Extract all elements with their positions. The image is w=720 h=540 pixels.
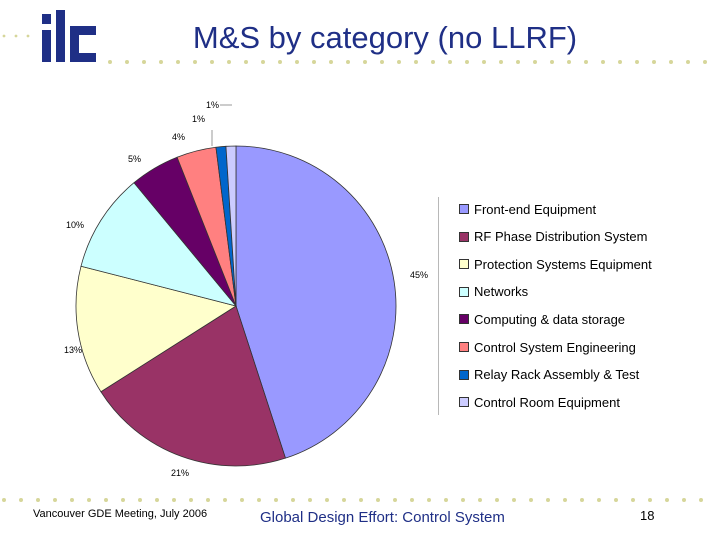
pie-slice-2 — [100, 305, 286, 467]
page-number: 18 — [640, 508, 655, 523]
legend-swatch — [459, 397, 469, 408]
pie-label-5: 5% — [128, 154, 141, 164]
legend-item: Computing & data storage — [459, 309, 625, 329]
legend-item: Relay Rack Assembly & Test — [459, 365, 639, 385]
pie-label-2: 21% — [171, 468, 189, 478]
legend-swatch — [459, 342, 469, 352]
pie-chart: 45% 21% 13% 10% 5% 4% 1%1% — [64, 100, 428, 478]
legend-swatch — [459, 369, 469, 380]
legend-swatch — [459, 231, 469, 242]
pie-label-1: 45% — [410, 270, 428, 280]
legend-item: Protection Systems Equipment — [459, 254, 652, 274]
legend-item: Front-end Equipment — [459, 199, 596, 219]
legend-swatch — [459, 204, 469, 214]
pie-slice-3 — [75, 265, 237, 393]
slide-title: M&S by category (no LLRF) — [192, 20, 578, 55]
pie-slice-4 — [80, 182, 238, 307]
pie-slice-8 — [225, 145, 237, 307]
legend-swatch — [459, 259, 469, 270]
legend-swatch — [459, 286, 469, 297]
legend-label: Control System Engineering — [474, 339, 636, 355]
legend-item: Control Room Equipment — [459, 392, 620, 412]
legend-label: Protection Systems Equipment — [474, 256, 652, 272]
pie-label-6: 4% — [172, 132, 185, 142]
pie-label-4: 10% — [66, 220, 84, 230]
legend-label: Control Room Equipment — [474, 394, 620, 410]
pie-slice-1 — [235, 145, 397, 459]
legend-label: Computing & data storage — [474, 311, 626, 327]
legend-item: Control System Engineering — [459, 337, 636, 357]
legend-label: Front-end Equipment — [474, 201, 597, 217]
pie-label-3: 13% — [64, 345, 82, 355]
pie-label-8: 1% — [206, 100, 219, 110]
legend-swatch — [459, 314, 469, 325]
legend-item: Networks — [459, 282, 528, 302]
ilc-logo — [42, 10, 96, 62]
legend-label: Networks — [474, 284, 529, 300]
legend-label: RF Phase Distribution System — [474, 229, 648, 245]
chart-legend: Front-end Equipment RF Phase Distribution… — [438, 197, 709, 415]
legend-item: RF Phase Distribution System — [459, 227, 647, 247]
footer-title: Global Design Effort: Control System — [260, 509, 505, 526]
footer-meeting: Vancouver GDE Meeting, July 2006 — [33, 508, 208, 520]
legend-label: Relay Rack Assembly & Test — [474, 367, 640, 383]
pie-label-7: 1% — [192, 114, 205, 124]
